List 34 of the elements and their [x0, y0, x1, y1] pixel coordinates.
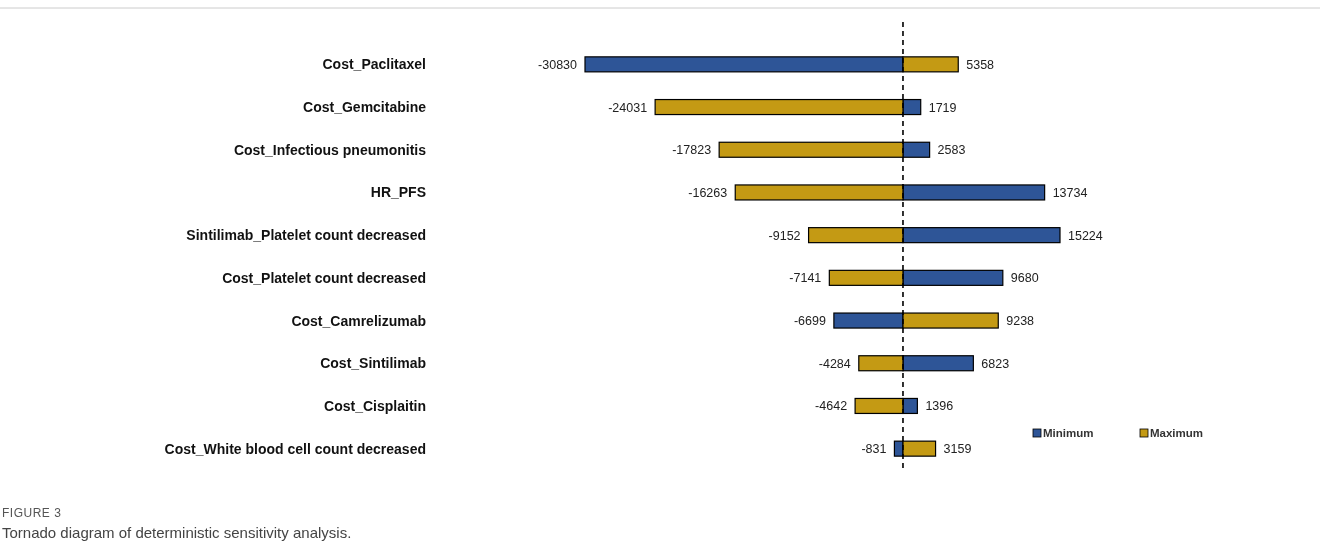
data-label: 9238 — [1006, 314, 1035, 329]
y-tick-label: Cost_White blood cell count decreased — [164, 440, 426, 457]
y-tick-label: Cost_Paclitaxel — [322, 56, 426, 73]
text: Tornado diagram of deterministic sensitivity analysis. — [2, 524, 352, 541]
data-label: -17823 — [672, 143, 712, 158]
y-tick-label: Cost_Camrelizumab — [291, 312, 426, 329]
data-label: 1719 — [928, 100, 957, 115]
data-label: -16263 — [688, 185, 728, 200]
data-label: -24031 — [608, 100, 648, 115]
y-tick-label: Sintilimab_Platelet count decreased — [186, 227, 426, 244]
data-label: 9680 — [1010, 271, 1039, 286]
data-label: -9152 — [768, 228, 801, 243]
data-label: 13734 — [1052, 185, 1088, 200]
data-label: 3159 — [943, 442, 972, 457]
legend-label: Maximum — [1150, 427, 1204, 439]
data-label: -30830 — [538, 57, 578, 72]
data-label: -831 — [861, 442, 887, 457]
data-label: -4284 — [818, 356, 851, 371]
data-label: 15224 — [1068, 228, 1103, 243]
y-tick-label: Cost_Infectious pneumonitis — [233, 141, 427, 158]
caption: FIGURE 3 — [2, 506, 62, 520]
y-tick-label: Cost_Cisplaitin — [324, 397, 426, 414]
data-label: -7141 — [789, 271, 822, 286]
data-label: 5358 — [966, 57, 995, 72]
y-tick-label: Cost_Gemcitabine — [303, 99, 427, 116]
data-label: -6699 — [793, 314, 826, 329]
data-label: 6823 — [981, 356, 1010, 371]
data-label: 1396 — [925, 399, 954, 414]
y-tick-label: Cost_Sintilimab — [320, 355, 426, 372]
y-tick-label: HR_PFS — [370, 184, 426, 201]
data-label: 2583 — [937, 143, 966, 158]
legend-label: Minimum — [1043, 427, 1094, 439]
y-tick-label: Cost_Platelet count decreased — [222, 269, 426, 286]
data-label: -4642 — [815, 399, 848, 414]
